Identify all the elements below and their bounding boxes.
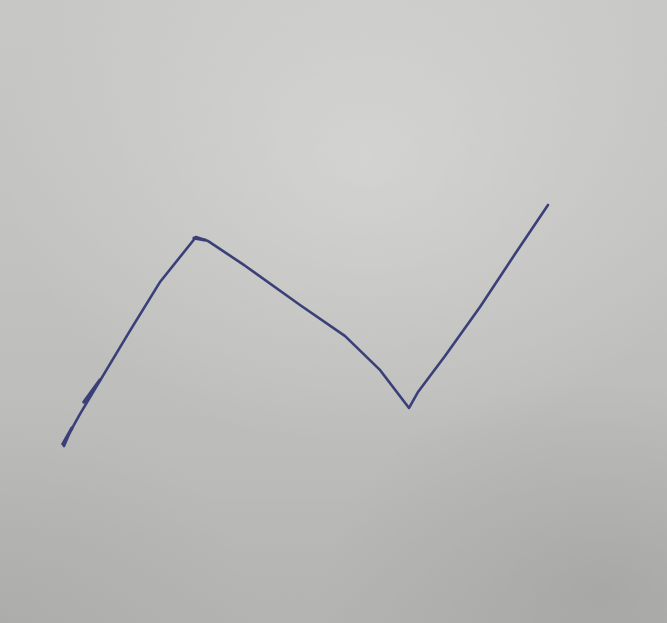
stroke-overlap <box>61 378 102 446</box>
zigzag-stroke <box>62 203 550 448</box>
corner-mark <box>192 236 207 242</box>
